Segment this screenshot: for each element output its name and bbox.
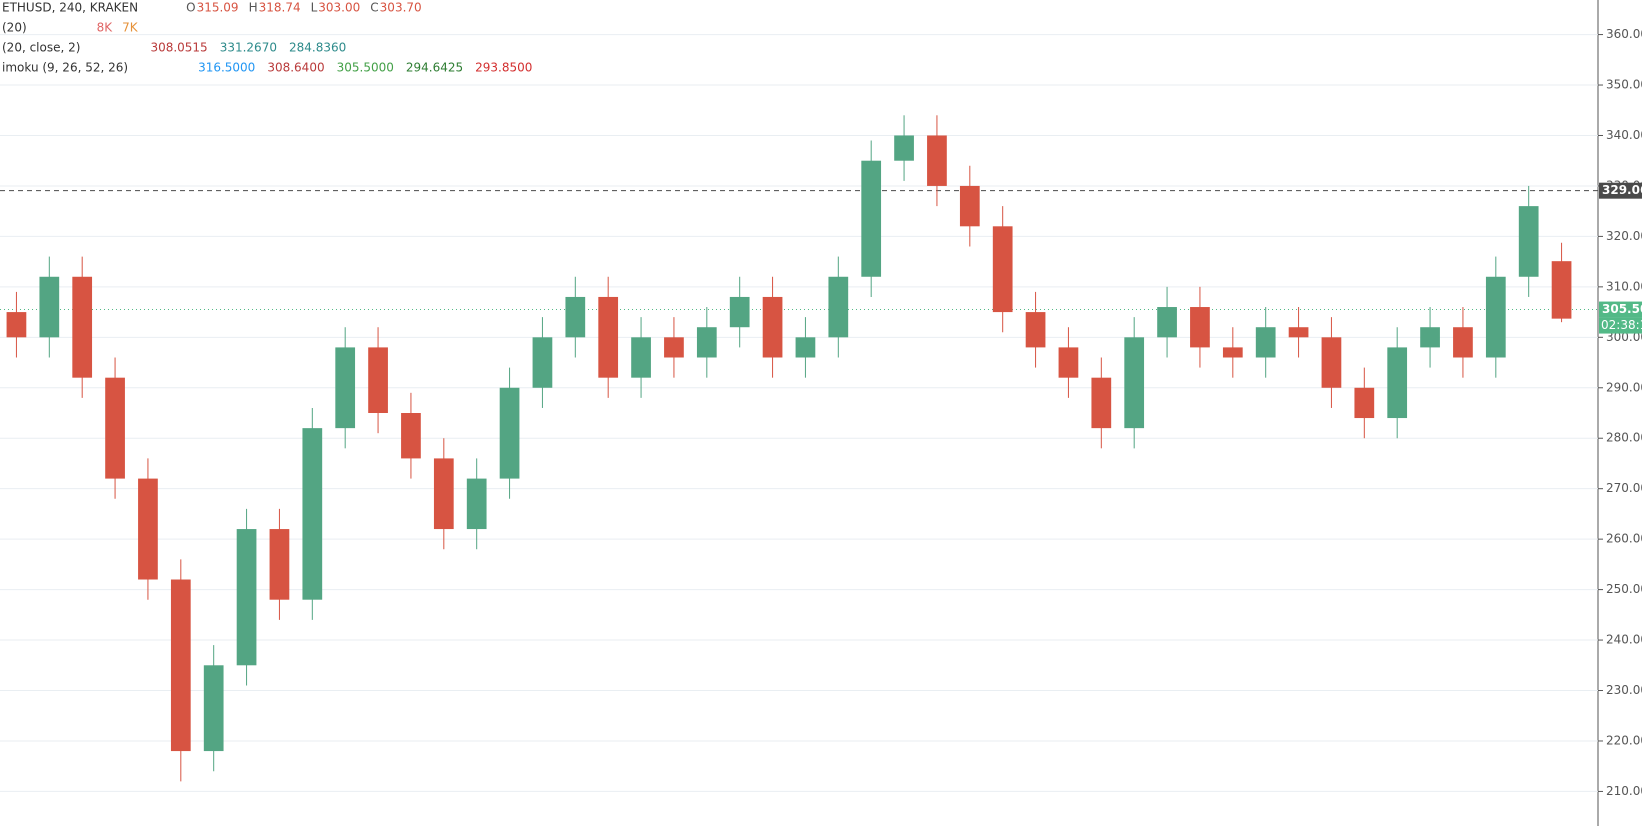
legend-text: H [249, 1, 258, 15]
legend-text: (20) [2, 21, 27, 35]
legend-text: 318.74 [259, 1, 301, 15]
y-tick-label: 280.00 [1606, 431, 1642, 445]
legend-text: O [186, 1, 195, 15]
candle-body [433, 458, 454, 530]
candle-body [1453, 327, 1473, 358]
countdown: 02:38:1 [1601, 318, 1642, 332]
candle-body [499, 387, 520, 479]
candle-body [1255, 327, 1276, 358]
candle-body [138, 478, 158, 580]
candle-body [795, 337, 816, 358]
legend-text: 284.8360 [289, 41, 346, 55]
candle-body [1518, 206, 1539, 277]
candle-body [466, 478, 487, 530]
candle-body [1485, 276, 1506, 358]
legend-text: 308.6400 [267, 61, 324, 75]
candle-body [105, 377, 125, 479]
y-tick-label: 210.00 [1606, 784, 1642, 798]
legend-text: 303.70 [380, 1, 422, 15]
candle-body [1420, 327, 1440, 348]
candle-body [302, 428, 323, 600]
candle-body [39, 276, 60, 338]
legend-text: 294.6425 [406, 61, 463, 75]
candle-body [598, 296, 619, 378]
y-tick-label: 250.00 [1606, 582, 1642, 596]
candle-body [203, 665, 224, 752]
candle-body [631, 337, 651, 378]
candle-body [927, 135, 947, 186]
legend-text: 293.8500 [475, 61, 532, 75]
candle-body [762, 296, 783, 358]
candle-body [696, 327, 717, 358]
y-tick-label: 310.00 [1606, 279, 1642, 293]
candle-body [170, 579, 191, 752]
price-label: 329.06 [1602, 183, 1642, 197]
y-tick-label: 320.00 [1606, 229, 1642, 243]
legend-text: 7K [122, 21, 139, 35]
candle-body [1157, 307, 1177, 338]
candle-body [1387, 347, 1408, 419]
candle-body [1354, 387, 1375, 419]
candle-body [894, 135, 914, 161]
candle-body [1091, 377, 1112, 429]
legend-text: ETHUSD, 240, KRAKEN [2, 1, 138, 15]
candle-body [664, 337, 684, 358]
y-tick-label: 240.00 [1606, 633, 1642, 647]
y-tick-label: 340.00 [1606, 128, 1642, 142]
price-label: 305.50 [1602, 302, 1642, 316]
candle-body [368, 347, 388, 413]
legend-text: 331.2670 [220, 41, 277, 55]
y-tick-label: 350.00 [1606, 78, 1642, 92]
legend-text: (20, close, 2) [2, 41, 80, 55]
legend-text: 308.0515 [150, 41, 207, 55]
price-label-box [1599, 182, 1642, 199]
y-tick-label: 220.00 [1606, 733, 1642, 747]
candle-body [992, 226, 1013, 313]
candle-body [6, 312, 27, 338]
legend-text: L [311, 1, 318, 15]
candle-body [959, 185, 980, 227]
candle-body [1222, 347, 1243, 358]
candle-body [532, 337, 553, 388]
candle-body [1025, 312, 1046, 348]
legend-text: 8K [97, 21, 114, 35]
legend-panel: ETHUSD, 240, KRAKEN O 315.09 H 318.74 L 303.00… [2, 1, 532, 75]
candle-body [1288, 327, 1309, 338]
candle-body [729, 296, 750, 328]
candle-body [861, 160, 882, 277]
candle-body [1551, 261, 1572, 319]
y-tick-label: 360.00 [1606, 27, 1642, 41]
candle-body [1321, 337, 1342, 388]
candle-body [401, 413, 421, 459]
candle-body [1058, 347, 1079, 378]
y-tick-label: 230.00 [1606, 683, 1642, 697]
candle-body [72, 276, 93, 378]
candle-body [1124, 337, 1145, 429]
candle-body [565, 296, 586, 338]
legend-text: 316.5000 [198, 61, 255, 75]
candle-body [269, 529, 290, 600]
legend-text: C [370, 1, 378, 15]
legend-text: 303.00 [318, 1, 360, 15]
y-tick-label: 270.00 [1606, 481, 1642, 495]
y-tick-label: 260.00 [1606, 532, 1642, 546]
candle-body [1190, 307, 1210, 348]
candle-body [236, 529, 257, 666]
countdown-box [1599, 317, 1642, 334]
candle-body [828, 276, 849, 338]
price-label-box [1599, 301, 1642, 318]
legend-text: 315.09 [197, 1, 239, 15]
y-tick-label: 290.00 [1606, 380, 1642, 394]
legend-text: 305.5000 [337, 61, 394, 75]
candle-body [335, 347, 356, 429]
legend-text: imoku (9, 26, 52, 26) [2, 61, 128, 75]
